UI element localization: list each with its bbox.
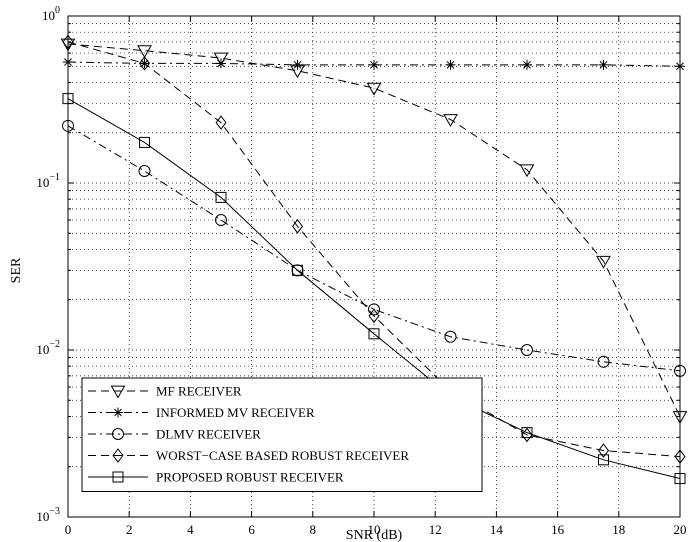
data-point [368,328,380,340]
legend-box [81,377,483,492]
data-point [674,449,686,464]
legend-marker [112,471,124,483]
x-tick-label: 12 [429,522,442,537]
legend-marker [112,428,124,440]
y-tick-label: 10−2 [36,339,60,357]
data-point [521,427,533,439]
y-axis-label: SER [9,257,24,283]
data-point [368,308,380,324]
data-point [445,59,456,70]
data-point [596,255,611,269]
asterisk-stroke [676,62,684,71]
x-tick-label: 4 [187,522,194,537]
data-point [444,330,457,343]
legend-label: PROPOSED ROBUST RECEIVER [156,470,344,485]
x-tick-label: 14 [490,522,504,537]
data-point [672,411,688,424]
data-point [62,93,74,105]
series-line [67,43,681,417]
data-point [368,303,380,316]
legend-label: DLMV RECEIVER [156,427,261,442]
data-point [369,59,379,70]
series-lines [60,34,688,485]
x-tick-label: 8 [310,522,317,537]
x-tick-label: 18 [612,522,625,537]
asterisk-stroke [293,60,302,69]
x-tick-label: 16 [551,522,565,537]
data-point [62,119,74,132]
legend-label: INFORMED MV RECEIVER [156,405,315,420]
x-tick-label: 0 [65,522,72,537]
data-point [521,427,533,443]
x-tick-label: 6 [248,522,255,537]
asterisk-stroke [114,408,122,417]
asterisk-stroke [446,60,455,69]
data-point [366,82,382,96]
data-point [137,45,152,59]
data-point [213,52,229,66]
axis-ticks: 0 2 4 6 8 10 12 14 16 18 20 100 10−1 10−2 10−3 [36,5,686,537]
data-point [215,115,227,130]
legend-item: INFORMED MV RECEIVER [88,405,315,420]
data-point [215,191,227,203]
x-tick-label: 2 [126,522,133,537]
data-point [216,58,226,69]
asterisk-stroke [217,59,225,68]
data-point [62,34,74,50]
data-point [675,61,685,72]
data-point [521,344,533,356]
legend-marker [113,407,123,418]
asterisk-stroke [599,60,608,69]
asterisk-stroke [64,58,72,66]
data-point [139,136,150,148]
data-point [522,59,532,70]
legend-marker [112,448,124,463]
legend-item: PROPOSED ROBUST RECEIVER [88,470,344,485]
y-tick-label: 10−1 [36,172,60,190]
legend-marker [110,385,126,399]
y-tick-label: 10−3 [36,506,60,524]
x-axis-label: SNR (dB) [346,528,403,542]
legend-label: WORST−CASE BASED ROBUST RECEIVER [156,448,409,463]
data-point [443,114,458,128]
x-tick-label: 10 [368,522,381,537]
legend-item: WORST−CASE BASED ROBUST RECEIVER [88,448,409,463]
x-tick-label: 20 [674,522,687,537]
y-tick-label: 100 [42,5,60,23]
data-point [139,56,150,71]
asterisk-stroke [523,60,531,69]
legend-label: MF RECEIVER [156,384,242,399]
data-point [598,443,609,458]
series-line [67,41,681,458]
series-1 [63,57,685,72]
data-point [138,164,151,177]
asterisk-stroke [370,60,378,69]
data-point [215,214,227,227]
data-point [519,164,535,178]
data-point [598,454,609,466]
legend: MF RECEIVER INFORMED MV RECEIVER DLMV RECE… [81,377,483,492]
data-point [292,59,303,70]
series-3 [62,34,686,464]
data-point [292,264,303,276]
data-point [674,473,686,485]
legend-item: MF RECEIVER [88,384,242,399]
series-line [67,98,681,480]
data-point [292,219,303,234]
legend-item: DLMV RECEIVER [88,427,261,442]
data-point [674,364,686,377]
data-point [597,355,610,368]
data-point [63,57,73,68]
data-point [598,59,609,70]
